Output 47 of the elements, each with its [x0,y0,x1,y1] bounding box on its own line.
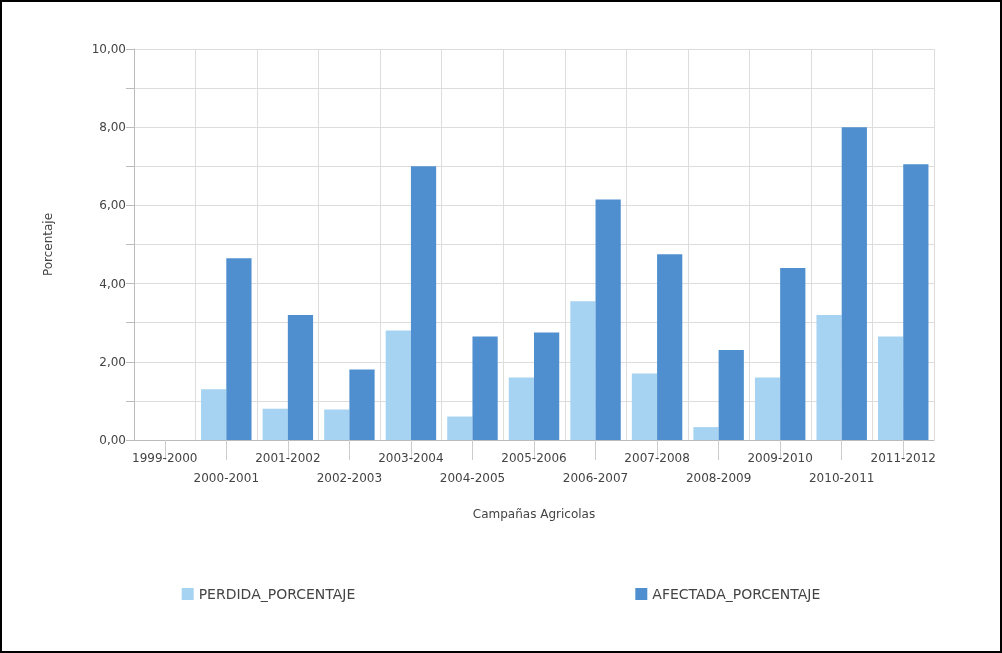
x-tick-label: 2010-2011 [808,471,875,485]
bar [226,258,252,440]
bar [385,330,411,440]
x-tick-label: 2002-2003 [316,471,383,485]
x-tick-label: 2001-2002 [255,451,321,465]
bar [780,267,806,440]
bar [631,373,658,440]
y-tick-label: 4,00 [99,276,126,291]
y-axis-title: Porcentaje [41,212,55,277]
bar [201,389,227,440]
legend-label: PERDIDA_PORCENTAJE [198,586,356,602]
bar [410,166,437,440]
bar [447,416,473,440]
x-tick-label: 2008-2009 [685,471,752,485]
y-tick-label: 0,00 [99,433,126,447]
bar [570,301,596,440]
bar [903,164,929,440]
bar [816,314,842,440]
x-tick-label: 2009-2010 [747,451,813,465]
bar [349,369,375,440]
bar [693,427,719,440]
y-tick-label: 6,00 [99,198,126,213]
x-tick-label: 2007-2008 [624,451,690,465]
x-tick-label: 1999-2000 [132,451,198,465]
x-tick-label: 2006-2007 [562,471,629,485]
y-tick-label: 10,00 [91,42,126,56]
y-tick-label: 2,00 [99,354,126,369]
x-tick-label: 2003-2004 [378,451,444,465]
bar [508,377,534,440]
bar [287,314,314,440]
x-tick-label: 2005-2006 [501,451,567,465]
bar [324,409,350,440]
bar [841,127,867,440]
bar [595,199,621,440]
bar [754,377,781,440]
legend-label: AFECTADA_PORCENTAJE [652,586,821,602]
x-tick-label: 2000-2001 [193,471,260,485]
bar [534,332,560,440]
bar [262,408,288,440]
x-tick-label: 2011-2012 [870,451,936,465]
x-tick-label: 2004-2005 [439,471,506,485]
bar [472,336,498,440]
bar [718,350,744,440]
bar [878,336,904,440]
bar [657,254,683,440]
x-axis-title: Campañas Agricolas [472,507,596,521]
y-tick-label: 8,00 [99,120,126,135]
